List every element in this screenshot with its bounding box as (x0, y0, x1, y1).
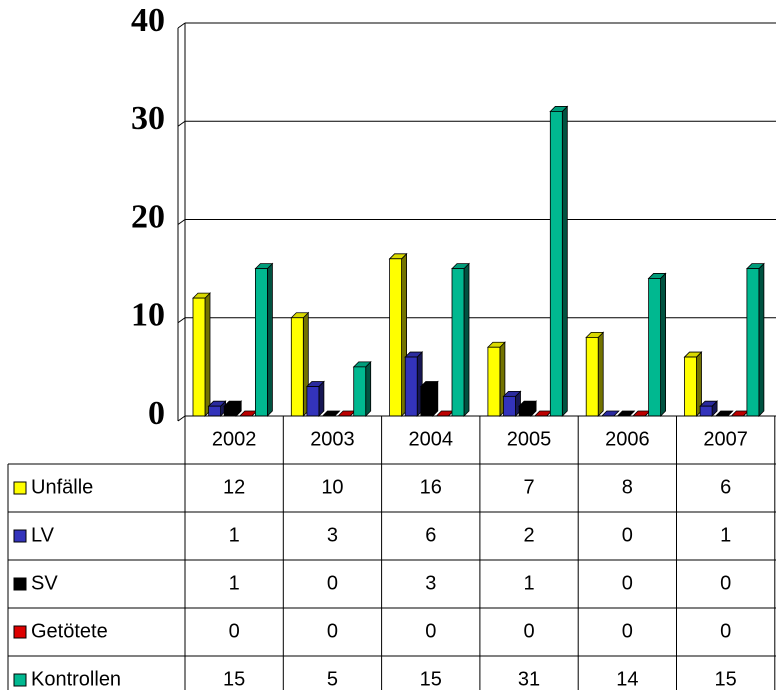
table-value: 1 (720, 524, 731, 546)
bar-top (337, 410, 357, 417)
legend-label: Kontrollen (31, 668, 121, 690)
x-tick-label: 2004 (409, 428, 454, 450)
bar-side (597, 331, 604, 417)
tick-mark (177, 219, 186, 225)
bar-top (238, 410, 258, 417)
tick-mark (177, 415, 186, 422)
bar (648, 278, 661, 417)
bar (585, 336, 599, 417)
bar (254, 268, 268, 417)
bar-side (365, 360, 372, 417)
legend-label: Getötete (31, 620, 108, 642)
table-value: 10 (321, 476, 343, 498)
bar-top (714, 410, 734, 417)
y-tick-label: 10 (131, 297, 165, 334)
bar (389, 258, 403, 417)
table-value: 2 (523, 524, 534, 546)
bar-top (616, 410, 636, 417)
legend-swatch (13, 625, 27, 639)
bar-side (204, 292, 211, 417)
bar-top (730, 410, 750, 417)
table-value: 0 (622, 572, 633, 594)
tick-mark (177, 317, 186, 324)
table-value: 1 (229, 572, 240, 594)
bar (549, 111, 563, 417)
table-value: 3 (425, 572, 436, 594)
bar-side (561, 105, 568, 417)
tick-mark (177, 120, 186, 127)
bar (208, 405, 222, 417)
bar (353, 366, 367, 417)
table-value: 0 (523, 620, 534, 642)
table-value: 0 (622, 524, 633, 546)
table-value: 15 (420, 668, 442, 690)
y-tick-label: 0 (148, 395, 165, 432)
bar (487, 346, 501, 417)
table-value: 5 (327, 668, 338, 690)
table-value: 0 (622, 620, 633, 642)
legend-swatch (13, 481, 27, 495)
bar-side (758, 262, 765, 417)
bar-side (266, 262, 273, 417)
x-tick-label: 2005 (507, 428, 552, 450)
table-value: 7 (523, 476, 534, 498)
table-value: 15 (223, 668, 245, 690)
table-value: 12 (223, 476, 245, 498)
bar-top (533, 410, 553, 417)
y-tick-label: 20 (131, 198, 165, 235)
bar (503, 395, 516, 417)
legend-swatch (13, 673, 27, 687)
table-value: 6 (425, 524, 436, 546)
bar-top (600, 410, 620, 417)
table-value: 1 (523, 572, 534, 594)
x-tick-label: 2003 (310, 428, 355, 450)
legend-label: SV (31, 572, 58, 594)
bar-top (632, 410, 651, 417)
table-value: 31 (518, 668, 540, 690)
bar (684, 356, 697, 417)
x-tick-label: 2007 (703, 428, 748, 450)
bar (290, 317, 304, 417)
table-value: 14 (616, 668, 638, 690)
bar-top (435, 410, 455, 417)
table-value: 0 (229, 620, 240, 642)
y-tick-label: 30 (131, 100, 165, 137)
table-value: 0 (327, 572, 338, 594)
table-value: 0 (720, 620, 731, 642)
legend-label: LV (31, 524, 55, 546)
table-value: 8 (622, 476, 633, 498)
bar (306, 386, 320, 417)
x-tick-label: 2006 (605, 428, 650, 450)
bar-side (432, 380, 439, 417)
bar (404, 356, 418, 417)
tick-mark (177, 22, 186, 29)
table-value: 0 (720, 572, 731, 594)
bar-side (660, 272, 666, 417)
bar (420, 386, 434, 417)
bar-side (463, 262, 470, 417)
bar (451, 268, 465, 417)
bar (223, 405, 237, 417)
table-value: 0 (327, 620, 338, 642)
table-value: 3 (327, 524, 338, 546)
table-value: 6 (720, 476, 731, 498)
x-tick-label: 2002 (212, 428, 257, 450)
bar (746, 268, 760, 417)
y-tick-label: 40 (131, 2, 165, 39)
bar (699, 405, 713, 417)
table-value: 0 (425, 620, 436, 642)
table-value: 16 (420, 476, 442, 498)
legend-swatch (13, 529, 27, 543)
bar (518, 405, 532, 417)
bar-side (318, 380, 325, 417)
bar (192, 297, 206, 417)
legend-swatch (13, 577, 27, 591)
table-value: 15 (715, 668, 737, 690)
table-value: 1 (229, 524, 240, 546)
bar-top (321, 410, 341, 417)
legend-label: Unfälle (31, 476, 93, 498)
